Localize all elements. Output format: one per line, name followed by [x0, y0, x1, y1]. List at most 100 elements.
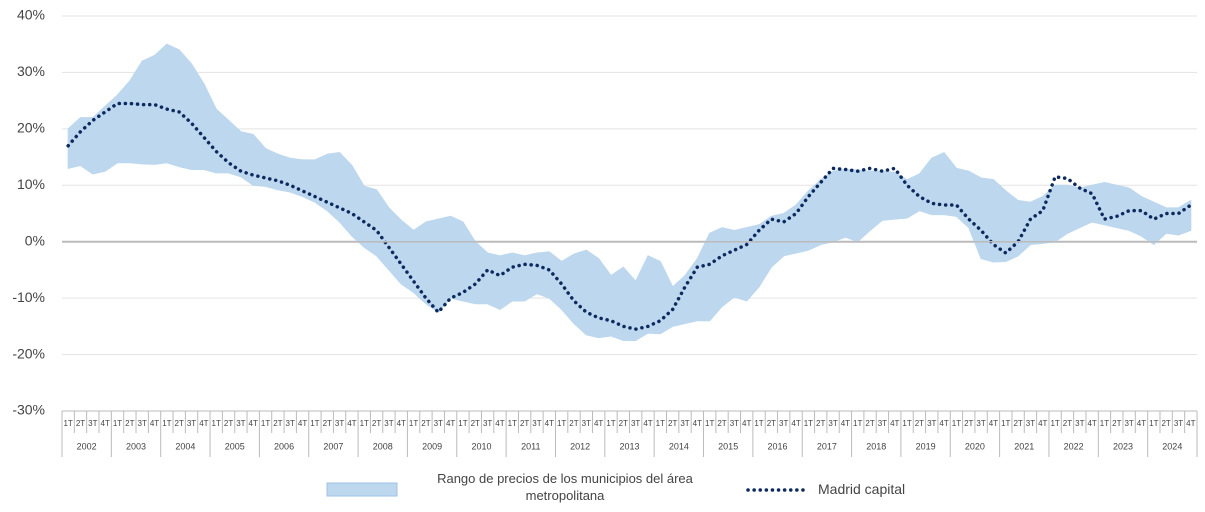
x-tick-label: 1T [754, 419, 763, 428]
year-label: 2002 [77, 441, 97, 451]
x-tick-label: 3T [384, 419, 393, 428]
year-label: 2006 [274, 441, 294, 451]
x-tick-label: 3T [335, 419, 344, 428]
x-tick-label: 4T [446, 419, 455, 428]
x-tick-label: 1T [804, 419, 813, 428]
x-tick-label: 1T [162, 419, 171, 428]
x-tick-label: 1T [508, 419, 517, 428]
year-label: 2008 [373, 441, 393, 451]
y-tick-label: 40% [17, 7, 45, 23]
x-tick-label: 4T [594, 419, 603, 428]
x-tick-label: 3T [730, 419, 739, 428]
x-tick-label: 2T [125, 419, 134, 428]
x-tick-label: 2T [717, 419, 726, 428]
x-tick-label: 3T [1174, 419, 1183, 428]
x-tick-label: 1T [902, 419, 911, 428]
x-tick-label: 1T [606, 419, 615, 428]
x-tick-label: 3T [779, 419, 788, 428]
x-tick-label: 4T [742, 419, 751, 428]
x-tick-label: 1T [261, 419, 270, 428]
year-label: 2017 [817, 441, 837, 451]
x-tick-label: 2T [767, 419, 776, 428]
y-tick-label: -20% [12, 345, 45, 361]
x-tick-label: 3T [187, 419, 196, 428]
x-tick-label: 1T [409, 419, 418, 428]
x-tick-label: 2T [569, 419, 578, 428]
x-tick-label: 3T [828, 419, 837, 428]
x-tick-label: 4T [199, 419, 208, 428]
year-label: 2003 [126, 441, 146, 451]
x-tick-label: 1T [952, 419, 961, 428]
x-tick-label: 3T [631, 419, 640, 428]
x-tick-label: 4T [890, 419, 899, 428]
x-tick-label: 1T [853, 419, 862, 428]
y-tick-label: 30% [17, 63, 45, 79]
year-label: 2015 [718, 441, 738, 451]
y-tick-label: 0% [25, 232, 45, 248]
x-tick-label: 2T [273, 419, 282, 428]
year-label: 2011 [521, 441, 540, 451]
x-tick-label: 4T [495, 419, 504, 428]
x-tick-label: 3T [582, 419, 591, 428]
x-tick-label: 4T [1087, 419, 1096, 428]
x-tick-label: 1T [212, 419, 221, 428]
year-label: 2009 [422, 441, 442, 451]
x-tick-label: 3T [88, 419, 97, 428]
x-tick-label: 1T [656, 419, 665, 428]
legend-swatch [326, 482, 398, 497]
x-tick-label: 4T [347, 419, 356, 428]
year-label: 2010 [471, 441, 491, 451]
y-tick-label: 20% [17, 120, 45, 136]
line [66, 101, 1193, 331]
x-tick-label: 3T [532, 419, 541, 428]
x-tick-label: 1T [310, 419, 319, 428]
x-tick-label: 1T [1149, 419, 1158, 428]
year-label: 2021 [1014, 441, 1034, 451]
y-tick-label: -30% [12, 402, 45, 418]
x-tick-label: 3T [236, 419, 245, 428]
x-tick-label: 4T [1186, 419, 1195, 428]
x-tick-label: 2T [224, 419, 233, 428]
x-tick-label: 2T [816, 419, 825, 428]
year-label: 2022 [1064, 441, 1084, 451]
year-label: 2004 [175, 441, 195, 451]
year-label: 2020 [965, 441, 985, 451]
year-label: 2023 [1113, 441, 1133, 451]
x-tick-label: 1T [705, 419, 714, 428]
year-label: 2012 [570, 441, 590, 451]
x-tick-label: 2T [1112, 419, 1121, 428]
x-tick-label: 2T [619, 419, 628, 428]
year-label: 2019 [916, 441, 936, 451]
range-area [67, 43, 1192, 341]
x-tick-label: 2T [421, 419, 430, 428]
x-tick-label: 2T [323, 419, 332, 428]
x-tick-label: 2T [520, 419, 529, 428]
year-label: 2018 [866, 441, 886, 451]
x-tick-label: 2T [372, 419, 381, 428]
x-tick-label: 2T [175, 419, 184, 428]
x-tick-label: 4T [101, 419, 110, 428]
x-tick-label: 1T [113, 419, 122, 428]
x-tick-label: 2T [1161, 419, 1170, 428]
x-tick-label: 3T [434, 419, 443, 428]
x-tick-label: 4T [989, 419, 998, 428]
x-tick-label: 4T [298, 419, 307, 428]
x-tick-label: 3T [976, 419, 985, 428]
x-tick-label: 4T [249, 419, 258, 428]
x-tick-label: 2T [865, 419, 874, 428]
x-tick-label: 3T [878, 419, 887, 428]
x-tick-label: 3T [1075, 419, 1084, 428]
year-label: 2014 [669, 441, 689, 451]
x-tick-label: 4T [397, 419, 406, 428]
x-tick-label: 4T [643, 419, 652, 428]
x-tick-label: 4T [1038, 419, 1047, 428]
year-label: 2007 [323, 441, 343, 451]
x-tick-label: 1T [1001, 419, 1010, 428]
y-tick-label: -10% [12, 289, 45, 305]
x-tick-label: 3T [1124, 419, 1133, 428]
x-tick-label: 3T [483, 419, 492, 428]
x-tick-label: 4T [791, 419, 800, 428]
x-tick-label: 2T [1013, 419, 1022, 428]
